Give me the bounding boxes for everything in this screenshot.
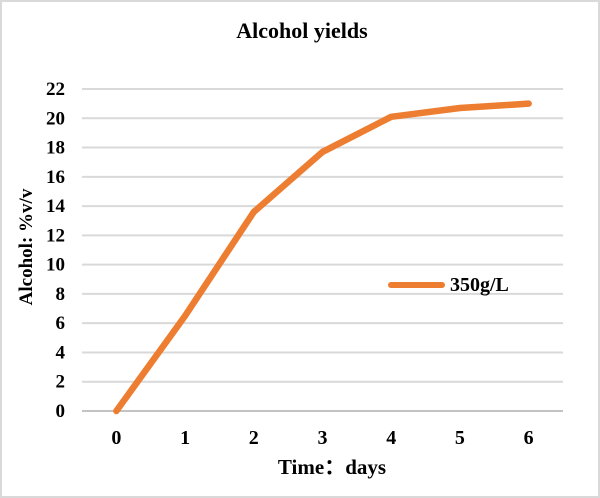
y-tick-label: 10 bbox=[46, 255, 65, 276]
x-tick-label: 3 bbox=[318, 427, 328, 449]
x-tick-label: 0 bbox=[111, 427, 121, 449]
x-tick-label: 1 bbox=[180, 427, 190, 449]
y-tick-label: 20 bbox=[46, 108, 65, 129]
series-line-350gL bbox=[113, 100, 532, 415]
legend-line-swatch-icon bbox=[388, 282, 445, 288]
y-tick-label: 0 bbox=[56, 401, 66, 422]
x-tick-label: 6 bbox=[524, 427, 534, 449]
y-tick-label: 14 bbox=[46, 196, 66, 217]
x-tick-label: 4 bbox=[386, 427, 396, 449]
legend: 350g/L bbox=[388, 275, 509, 295]
y-tick-label: 4 bbox=[56, 342, 66, 363]
x-tick-label: 2 bbox=[249, 427, 259, 449]
chart-title: Alcohol yields bbox=[236, 18, 368, 43]
y-tick-label: 8 bbox=[56, 284, 66, 305]
x-tick-label: 5 bbox=[455, 427, 465, 449]
legend-label: 350g/L bbox=[450, 274, 509, 296]
y-tick-label: 12 bbox=[46, 225, 65, 246]
y-tick-label: 2 bbox=[56, 372, 66, 393]
y-axis-title: Alcohol: %v/v bbox=[16, 188, 37, 306]
y-tick-label: 6 bbox=[56, 313, 66, 334]
y-tick-label: 16 bbox=[46, 167, 65, 188]
y-tick-label: 18 bbox=[46, 138, 65, 159]
x-axis-title: Time：days bbox=[277, 455, 387, 479]
y-tick-label: 22 bbox=[46, 79, 65, 100]
